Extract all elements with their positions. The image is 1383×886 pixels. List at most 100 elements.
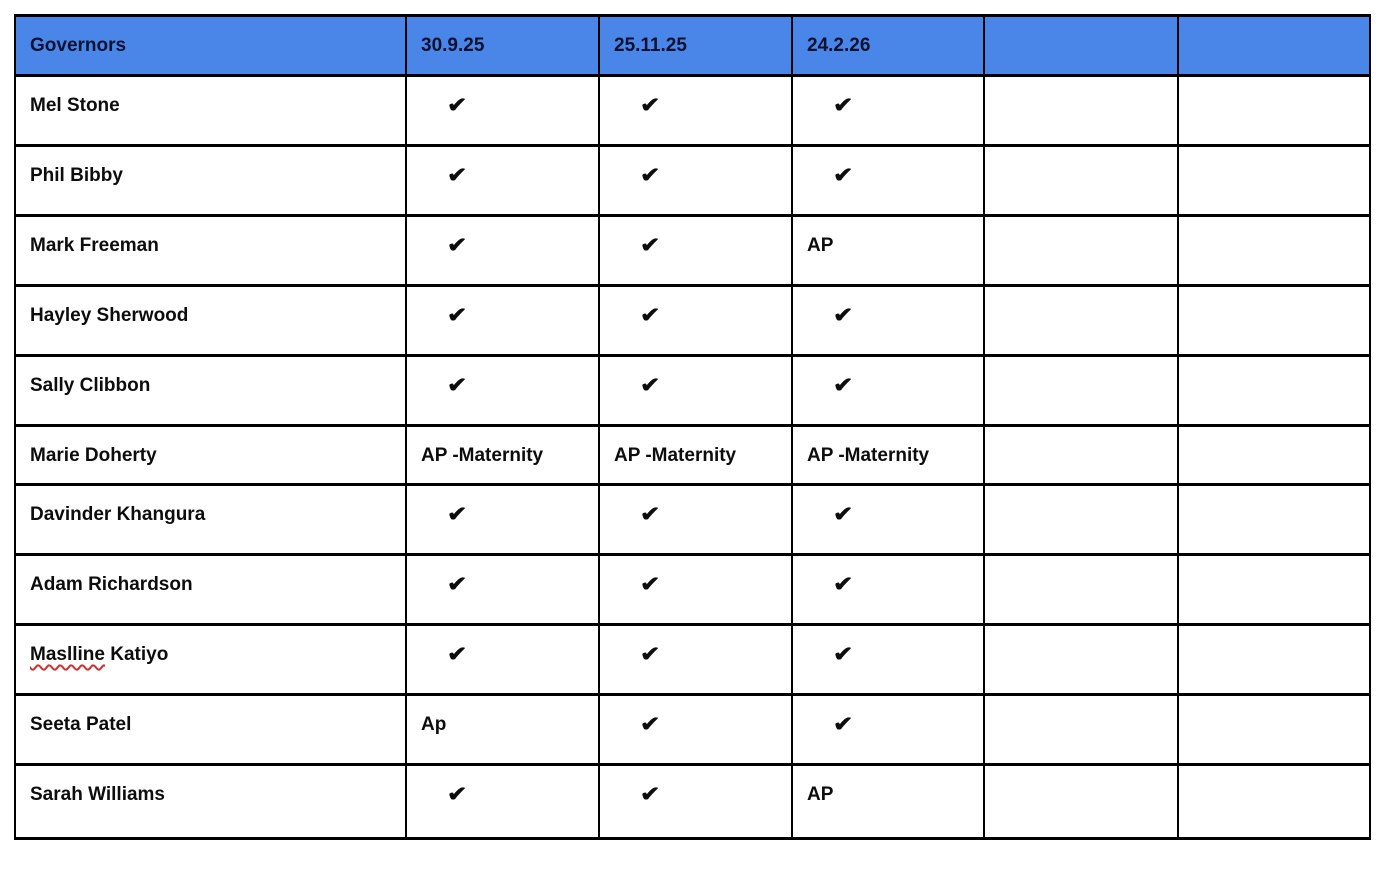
- empty-cell: [1177, 623, 1371, 696]
- attendance-cell: ✔: [598, 623, 793, 696]
- check-icon: ✔: [447, 573, 468, 596]
- empty-cell: [1177, 74, 1371, 147]
- attendance-cell: AP: [791, 214, 985, 287]
- empty-cell: [983, 693, 1179, 766]
- check-icon: ✔: [447, 164, 468, 187]
- table-row: Mel Stone ✔ ✔ ✔: [14, 74, 1371, 147]
- header-date-1: 30.9.25: [405, 14, 600, 77]
- empty-cell: [983, 74, 1179, 147]
- empty-cell: [1177, 553, 1371, 626]
- empty-cell: [1177, 763, 1371, 840]
- check-icon: ✔: [833, 374, 854, 397]
- attendance-cell: ✔: [598, 483, 793, 556]
- check-icon: ✔: [833, 643, 854, 666]
- table-row: Sally Clibbon ✔ ✔ ✔: [14, 354, 1371, 427]
- attendance-table: Governors 30.9.25 25.11.25 24.2.26 Mel S…: [14, 14, 1371, 840]
- attendance-cell: ✔: [405, 74, 600, 147]
- check-icon: ✔: [833, 503, 854, 526]
- empty-cell: [1177, 284, 1371, 357]
- attendance-cell: ✔: [405, 483, 600, 556]
- governor-name-cell: Maslline Katiyo: [14, 623, 407, 696]
- check-icon: ✔: [833, 164, 854, 187]
- check-icon: ✔: [640, 713, 661, 736]
- empty-cell: [983, 214, 1179, 287]
- header-empty-1: [983, 14, 1179, 77]
- empty-cell: [983, 144, 1179, 217]
- table-row: Seeta Patel Ap ✔ ✔: [14, 693, 1371, 766]
- name-remainder: Katiyo: [104, 644, 169, 665]
- attendance-cell: ✔: [791, 553, 985, 626]
- table-row: Hayley Sherwood ✔ ✔ ✔: [14, 284, 1371, 357]
- attendance-cell: ✔: [405, 553, 600, 626]
- attendance-cell: ✔: [598, 144, 793, 217]
- attendance-cell: ✔: [791, 483, 985, 556]
- attendance-cell: ✔: [405, 144, 600, 217]
- table-row: Davinder Khangura ✔ ✔ ✔: [14, 483, 1371, 556]
- governor-name-cell: Sarah Williams: [14, 763, 407, 840]
- check-icon: ✔: [447, 643, 468, 666]
- attendance-cell: ✔: [598, 693, 793, 766]
- table-row: Adam Richardson ✔ ✔ ✔: [14, 553, 1371, 626]
- attendance-cell: AP: [791, 763, 985, 840]
- attendance-cell: ✔: [791, 144, 985, 217]
- attendance-cell: ✔: [791, 693, 985, 766]
- empty-cell: [983, 763, 1179, 840]
- header-governors: Governors: [14, 14, 407, 77]
- check-icon: ✔: [640, 783, 661, 806]
- empty-cell: [1177, 354, 1371, 427]
- check-icon: ✔: [640, 304, 661, 327]
- table-body: Mel Stone ✔ ✔ ✔ Phil Bibby ✔ ✔ ✔ Mark Freeman ✔ ✔ A…: [14, 74, 1371, 840]
- attendance-cell: AP -Maternity: [405, 424, 600, 486]
- check-icon: ✔: [640, 374, 661, 397]
- header-date-2: 25.11.25: [598, 14, 793, 77]
- table-row: Maslline Katiyo ✔ ✔ ✔: [14, 623, 1371, 696]
- check-icon: ✔: [640, 234, 661, 257]
- attendance-cell: Ap: [405, 693, 600, 766]
- misspelled-word: Maslline: [30, 644, 105, 665]
- check-icon: ✔: [833, 94, 854, 117]
- attendance-cell: ✔: [598, 74, 793, 147]
- governor-name-cell: Adam Richardson: [14, 553, 407, 626]
- attendance-cell: ✔: [405, 623, 600, 696]
- attendance-cell: ✔: [791, 74, 985, 147]
- header-empty-2: [1177, 14, 1371, 77]
- empty-cell: [983, 354, 1179, 427]
- table-row: Phil Bibby ✔ ✔ ✔: [14, 144, 1371, 217]
- check-icon: ✔: [640, 573, 661, 596]
- attendance-cell: ✔: [598, 763, 793, 840]
- empty-cell: [1177, 693, 1371, 766]
- governor-name-cell: Sally Clibbon: [14, 354, 407, 427]
- governor-name-cell: Davinder Khangura: [14, 483, 407, 556]
- check-icon: ✔: [447, 783, 468, 806]
- check-icon: ✔: [447, 234, 468, 257]
- check-icon: ✔: [447, 503, 468, 526]
- governor-name-cell: Seeta Patel: [14, 693, 407, 766]
- empty-cell: [983, 623, 1179, 696]
- check-icon: ✔: [640, 643, 661, 666]
- attendance-cell: ✔: [405, 763, 600, 840]
- attendance-cell: ✔: [405, 284, 600, 357]
- attendance-cell: ✔: [598, 553, 793, 626]
- attendance-cell: ✔: [791, 284, 985, 357]
- header-date-3: 24.2.26: [791, 14, 985, 77]
- governor-name-cell: Mark Freeman: [14, 214, 407, 287]
- empty-cell: [1177, 483, 1371, 556]
- check-icon: ✔: [833, 573, 854, 596]
- empty-cell: [983, 483, 1179, 556]
- empty-cell: [983, 553, 1179, 626]
- check-icon: ✔: [833, 713, 854, 736]
- check-icon: ✔: [447, 374, 468, 397]
- attendance-cell: ✔: [598, 214, 793, 287]
- header-row: Governors 30.9.25 25.11.25 24.2.26: [14, 14, 1371, 77]
- check-icon: ✔: [640, 94, 661, 117]
- attendance-cell: ✔: [791, 623, 985, 696]
- check-icon: ✔: [640, 503, 661, 526]
- check-icon: ✔: [833, 304, 854, 327]
- table-row: Mark Freeman ✔ ✔ AP: [14, 214, 1371, 287]
- empty-cell: [1177, 214, 1371, 287]
- attendance-cell: AP -Maternity: [791, 424, 985, 486]
- table-row: Marie Doherty AP -Maternity AP -Maternity A…: [14, 424, 1371, 486]
- attendance-cell: ✔: [405, 354, 600, 427]
- governor-name-cell: Marie Doherty: [14, 424, 407, 486]
- empty-cell: [983, 284, 1179, 357]
